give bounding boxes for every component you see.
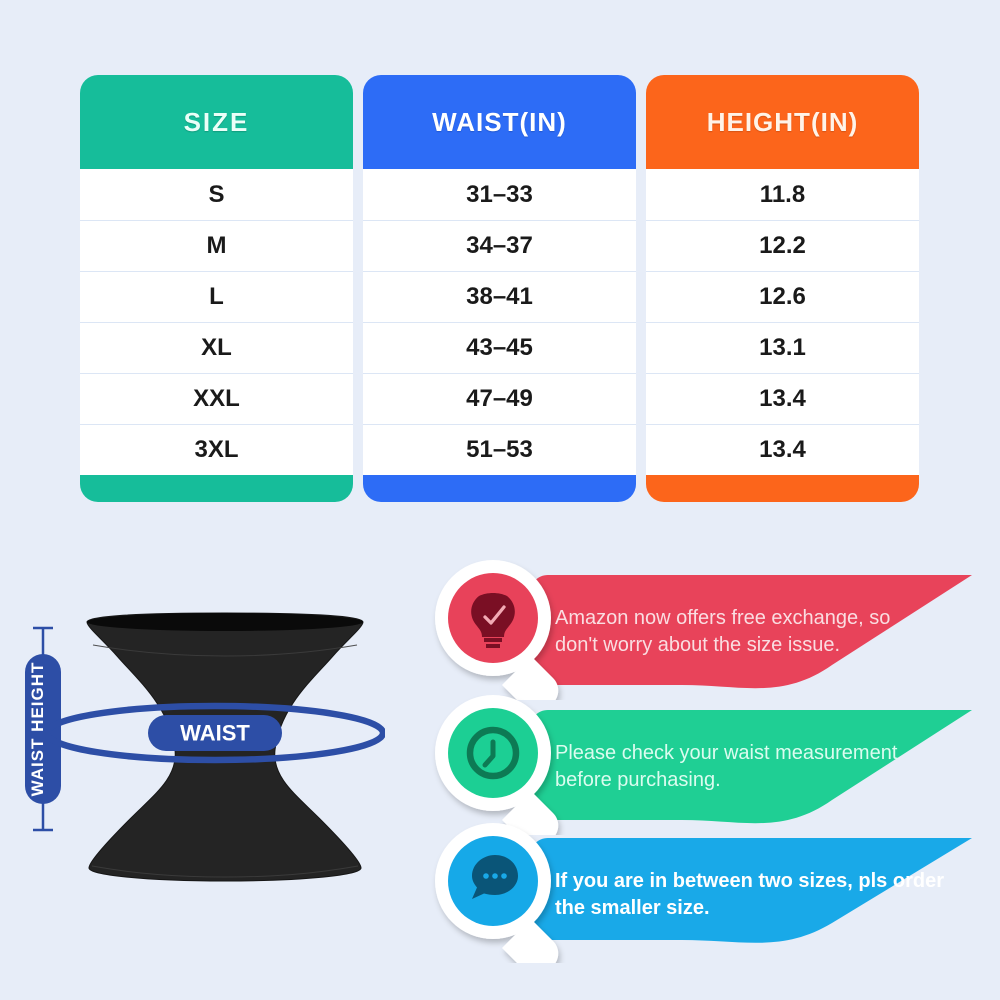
svg-text:WAIST: WAIST [180,721,250,746]
